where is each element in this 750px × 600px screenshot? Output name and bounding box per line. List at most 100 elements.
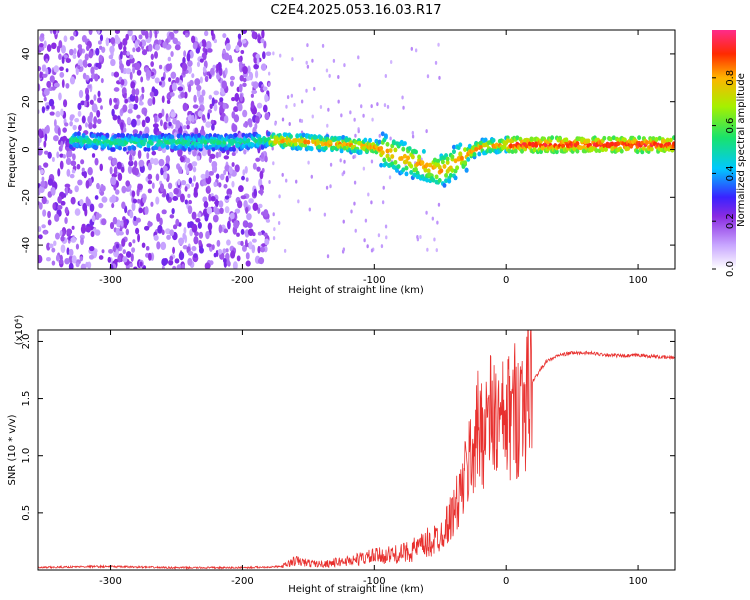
heatmap-cell	[182, 232, 186, 240]
heatmap-cell	[529, 136, 534, 142]
heatmap-cell	[142, 196, 147, 204]
heatmap-cell	[474, 146, 479, 152]
heatmap-cell	[265, 218, 271, 223]
heatmap-cell	[303, 139, 308, 145]
heatmap-cell	[82, 202, 88, 212]
heatmap-cell	[665, 137, 670, 143]
heatmap-cell	[206, 243, 212, 248]
heatmap-cell	[370, 104, 373, 109]
heatmap-cell	[246, 213, 252, 221]
heatmap-cell	[297, 199, 300, 204]
heatmap-cell	[258, 203, 263, 209]
heatmap-cell	[38, 66, 42, 72]
heatmap-cell	[226, 257, 230, 266]
heatmap-cell	[197, 212, 202, 218]
heatmap-cell	[55, 232, 60, 240]
heatmap-cell	[263, 209, 269, 218]
heatmap-cell	[132, 103, 138, 110]
heatmap-cell	[125, 59, 131, 67]
heatmap-cell	[46, 105, 50, 110]
heatmap-cell	[169, 229, 175, 237]
heatmap-cell	[379, 162, 384, 168]
heatmap-cell	[442, 164, 447, 169]
heatmap-cell	[165, 228, 171, 235]
heatmap-cell	[619, 148, 624, 154]
heatmap-cell	[130, 118, 137, 128]
heatmap-cell	[253, 63, 259, 70]
heatmap-cell	[363, 238, 366, 243]
heatmap-cell	[97, 30, 101, 35]
heatmap-cell	[132, 129, 139, 135]
heatmap-cell	[61, 79, 65, 88]
heatmap-cell	[416, 235, 419, 240]
heatmap-cell	[306, 139, 311, 145]
heatmap-cell	[245, 206, 249, 214]
heatmap-cell	[228, 166, 233, 175]
heatmap-cell	[188, 177, 193, 184]
heatmap-cell	[272, 236, 276, 241]
heatmap-cell	[238, 83, 243, 93]
heatmap-cell	[248, 241, 253, 250]
heatmap-cell	[564, 137, 569, 143]
heatmap-cell	[59, 71, 65, 78]
heatmap-cell	[204, 262, 211, 269]
heatmap-cell	[82, 59, 88, 68]
heatmap-cell	[209, 153, 216, 159]
heatmap-cell	[310, 174, 313, 179]
heatmap-cell	[217, 140, 222, 145]
heatmap-cell	[175, 76, 180, 84]
heatmap-cell	[49, 111, 55, 116]
heatmap-cell	[160, 241, 167, 251]
heatmap-cell	[210, 119, 215, 125]
heatmap-cell	[62, 127, 67, 133]
heatmap-cell	[602, 135, 607, 141]
heatmap-cell	[262, 86, 268, 91]
heatmap-cell	[129, 54, 134, 60]
spectrogram-xtick-label: 0	[503, 275, 509, 286]
heatmap-cell	[235, 45, 240, 52]
heatmap-cell	[65, 186, 69, 196]
heatmap-cell	[206, 206, 213, 215]
heatmap-cell	[165, 145, 170, 150]
heatmap-cell	[133, 215, 137, 222]
heatmap-cell	[117, 115, 121, 120]
heatmap-cell	[59, 160, 64, 170]
heatmap-cell	[216, 63, 219, 72]
heatmap-cell	[43, 96, 47, 102]
heatmap-cell	[48, 243, 54, 249]
heatmap-cell	[43, 162, 49, 168]
heatmap-cell	[594, 148, 599, 153]
heatmap-cell	[80, 225, 86, 234]
heatmap-cell	[370, 248, 374, 253]
heatmap-cell	[325, 68, 329, 73]
heatmap-cell	[122, 216, 126, 222]
heatmap-cell	[120, 79, 125, 86]
heatmap-cell	[131, 202, 136, 212]
heatmap-cell	[223, 169, 227, 176]
heatmap-cell	[41, 196, 47, 205]
heatmap-cell	[387, 157, 392, 162]
heatmap-cell	[264, 238, 270, 246]
heatmap-cell	[173, 30, 179, 34]
heatmap-cell	[589, 147, 594, 152]
heatmap-cell	[136, 114, 141, 119]
heatmap-cell	[404, 159, 409, 164]
heatmap-cell	[192, 166, 197, 173]
heatmap-cell	[453, 175, 458, 181]
heatmap-cell	[129, 263, 133, 268]
heatmap-cell	[377, 139, 382, 145]
heatmap-cell	[225, 42, 231, 51]
heatmap-cell	[98, 255, 104, 260]
heatmap-cell	[130, 81, 136, 89]
heatmap-cell	[341, 134, 346, 140]
heatmap-cell	[357, 55, 360, 60]
heatmap-cell	[62, 154, 66, 159]
heatmap-cell	[134, 62, 141, 71]
heatmap-cell	[145, 116, 151, 124]
heatmap-cell	[450, 168, 455, 173]
heatmap-cell	[252, 162, 257, 170]
heatmap-cell	[378, 133, 381, 138]
heatmap-cell	[171, 138, 176, 144]
heatmap-cell	[491, 137, 496, 143]
heatmap-cell	[85, 196, 89, 204]
